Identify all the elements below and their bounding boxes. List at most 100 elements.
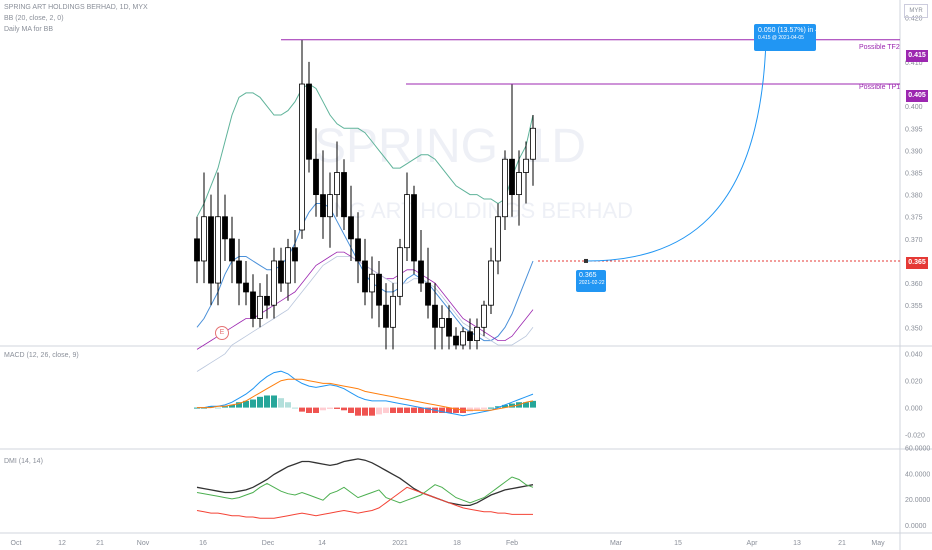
macd-hist-bar bbox=[383, 407, 389, 413]
candle-body bbox=[495, 216, 501, 262]
macd-hist-bar bbox=[243, 400, 249, 408]
projection-subtitle: 0.415 @ 2021-04-05 bbox=[758, 35, 804, 41]
time-tick-label: 15 bbox=[674, 540, 682, 547]
bb-indicator-label[interactable]: BB (20, close, 2, 0) bbox=[4, 15, 64, 22]
price-tick-label: 0.395 bbox=[905, 126, 923, 133]
macd-tick-label: 0.040 bbox=[905, 352, 923, 359]
candle-body bbox=[327, 194, 333, 218]
macd-hist-bar bbox=[397, 407, 403, 413]
candle-body bbox=[523, 158, 529, 173]
candle-body bbox=[355, 238, 361, 262]
ma-indicator-label[interactable]: Daily MA for BB bbox=[4, 26, 54, 33]
macd-hist-bar bbox=[474, 407, 480, 411]
macd-hist-bar bbox=[222, 406, 228, 408]
entry-callout-price: 0.365 bbox=[579, 272, 597, 279]
axes: 0.420 0.410 0.400 0.395 0.390 0.385 0.380 0.375… bbox=[11, 16, 931, 547]
time-tick-label: 21 bbox=[96, 540, 104, 547]
macd-hist-bar bbox=[376, 407, 382, 415]
macd-hist-bar bbox=[390, 407, 396, 413]
candle-body bbox=[194, 238, 200, 262]
macd-hist-bar bbox=[502, 404, 508, 408]
candle-body bbox=[222, 216, 228, 240]
candle-body bbox=[530, 127, 536, 160]
price-tick-label: 0.385 bbox=[905, 171, 923, 178]
dmi-tick-label: 20.0000 bbox=[905, 497, 930, 504]
macd-line bbox=[197, 370, 534, 417]
macd-hist-bar bbox=[453, 407, 459, 413]
macd-signal-line bbox=[197, 378, 534, 411]
macd-hist-bar bbox=[271, 395, 277, 408]
candle-body bbox=[285, 247, 291, 284]
candle-body bbox=[278, 260, 284, 284]
macd-hist-bar bbox=[362, 407, 368, 416]
candle-body bbox=[313, 158, 319, 196]
macd-hist-bar bbox=[334, 407, 340, 409]
time-tick-label: Nov bbox=[137, 540, 150, 547]
candle-body bbox=[271, 260, 277, 306]
macd-tick-label: -0.020 bbox=[905, 433, 925, 440]
macd-pane bbox=[194, 370, 536, 417]
macd-hist-bar bbox=[418, 407, 424, 413]
entry-callout-date: 2021-02-22 bbox=[579, 280, 605, 286]
macd-hist-bar bbox=[257, 396, 263, 408]
candle-body bbox=[201, 216, 207, 262]
candle-body bbox=[236, 260, 242, 284]
price-tick-label: 0.390 bbox=[905, 148, 923, 155]
macd-hist-bar bbox=[285, 402, 291, 408]
macd-hist-bar bbox=[250, 399, 256, 408]
macd-hist-bar bbox=[411, 407, 417, 413]
candle-body bbox=[369, 273, 375, 293]
earnings-marker[interactable]: E bbox=[215, 326, 229, 340]
dmi-adx-line bbox=[196, 458, 534, 507]
macd-tick-label: 0.000 bbox=[905, 406, 923, 413]
candle-body bbox=[509, 158, 515, 196]
projection-start-point bbox=[584, 258, 588, 263]
macd-hist-bar bbox=[523, 402, 529, 408]
dmi-plus-line bbox=[196, 476, 534, 504]
macd-label[interactable]: MACD (12, 26, close, 9) bbox=[4, 352, 79, 359]
price-tick-label: 0.355 bbox=[905, 303, 923, 310]
dmi-label[interactable]: DMI (14, 14) bbox=[4, 458, 43, 465]
target-tp2-label: Possible TF2 bbox=[859, 44, 900, 51]
macd-hist-bar bbox=[369, 407, 375, 416]
macd-hist-bar bbox=[348, 407, 354, 413]
macd-hist-bar bbox=[264, 395, 270, 408]
candle-body bbox=[418, 260, 424, 284]
macd-hist-bar bbox=[404, 407, 410, 413]
price-tick-label: 0.410 bbox=[905, 60, 923, 67]
macd-tick-label: 0.020 bbox=[905, 379, 923, 386]
macd-hist-bar bbox=[495, 406, 501, 408]
dmi-tick-label: 60.0000 bbox=[905, 446, 930, 453]
macd-hist-bar bbox=[467, 407, 473, 412]
target-tp1-label: Possible TP1 bbox=[859, 84, 901, 91]
time-tick-label: 21 bbox=[838, 540, 846, 547]
time-tick-label: 13 bbox=[793, 540, 801, 547]
macd-hist-bar bbox=[292, 407, 298, 409]
candle-body bbox=[348, 216, 354, 240]
candle-body bbox=[299, 83, 305, 231]
time-tick-label: Feb bbox=[506, 540, 518, 547]
time-tick-label: May bbox=[871, 540, 885, 547]
macd-hist-bar bbox=[509, 403, 515, 408]
candle-body bbox=[439, 318, 445, 328]
entry-price-tag: 0.365 bbox=[906, 257, 928, 269]
time-tick-label: 14 bbox=[318, 540, 326, 547]
candle-body bbox=[404, 194, 410, 249]
bb-upper-line bbox=[196, 83, 534, 217]
dmi-minus-line bbox=[196, 486, 533, 519]
projection-curve bbox=[585, 39, 767, 262]
macd-hist-bar bbox=[355, 407, 361, 416]
macd-hist-bar bbox=[341, 407, 347, 411]
macd-hist-bar bbox=[446, 407, 452, 413]
target-tp1-price-tag: 0.405 bbox=[906, 90, 928, 102]
candle-body bbox=[250, 291, 256, 319]
candle-body bbox=[292, 247, 298, 262]
price-tick-label: 0.360 bbox=[905, 281, 923, 288]
entry-callout[interactable]: 0.365 2021-02-22 bbox=[576, 270, 606, 292]
dmi-tick-label: 40.0000 bbox=[905, 471, 930, 478]
macd-hist-bar bbox=[278, 398, 284, 408]
watermark-small: ING ART HOLDINGS BERHAD bbox=[327, 198, 633, 223]
projection-callout[interactable]: 0.050 (13.57%) in 42d 0.415 @ 2021-04-05 bbox=[754, 24, 827, 51]
